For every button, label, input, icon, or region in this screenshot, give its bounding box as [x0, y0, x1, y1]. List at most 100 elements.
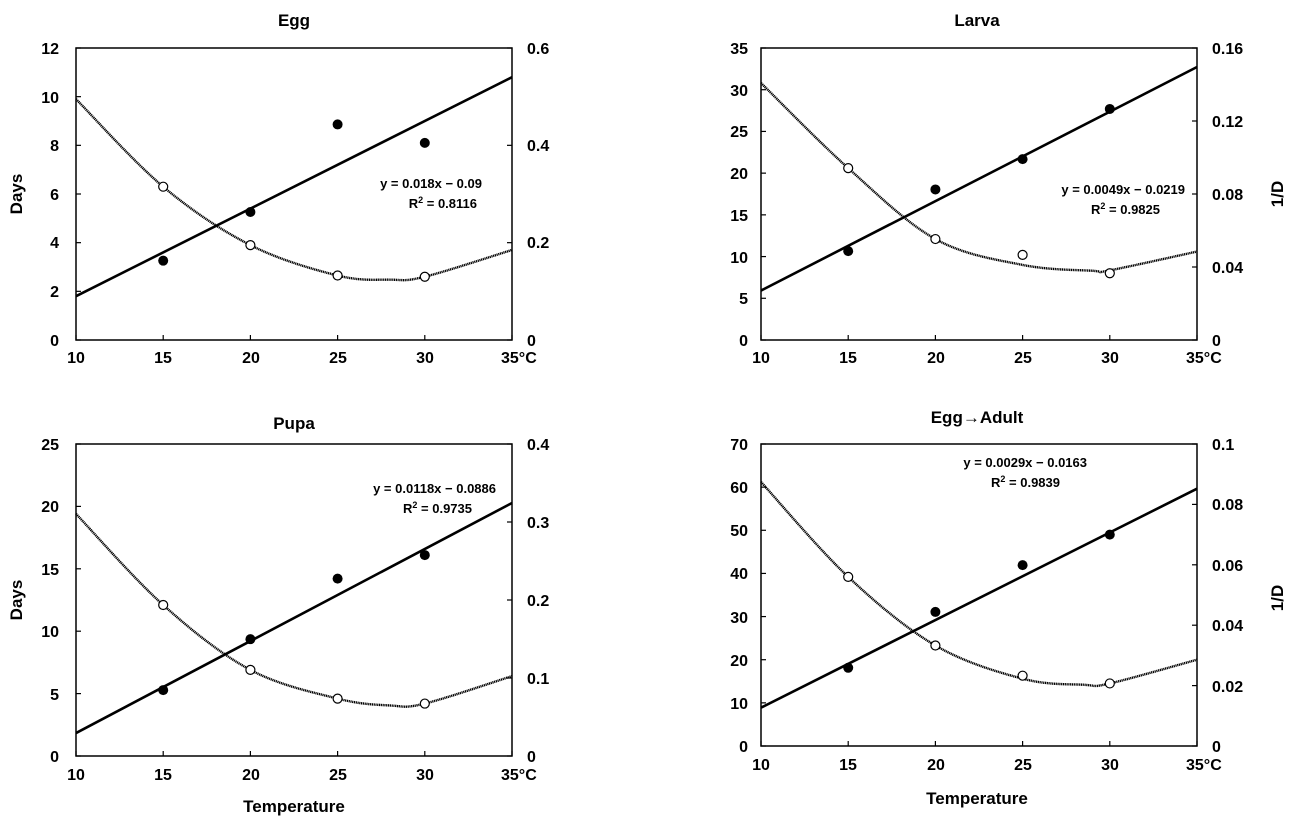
x-tick-label: 20 [927, 350, 945, 367]
x-axis-label: Temperature [926, 789, 1028, 808]
x-ticks: 10 15 20 25 30 35°C [752, 350, 1222, 367]
y-tick-label: 0 [739, 739, 748, 756]
y-axis-label: Days [7, 580, 26, 621]
y-tick-label: 4 [50, 235, 59, 252]
chart-marks [75, 47, 513, 341]
y2-tick-label: 0.4 [527, 138, 549, 155]
regression-line [75, 501, 513, 735]
y-tick-label: 15 [41, 562, 59, 579]
days-point [245, 664, 256, 675]
y2-tick-label: 0.3 [527, 515, 549, 532]
panel-pupa: Pupa 10 15 20 25 30 35°C 0 5 10 15 20 25… [7, 414, 549, 816]
y-ticks-left: 0 2 4 6 8 10 12 [41, 41, 59, 350]
rate-point [1017, 154, 1028, 165]
rate-point [843, 246, 854, 257]
y-tick-label: 50 [730, 523, 748, 540]
chart-title: Egg→Adult [931, 408, 1024, 427]
r-squared: R2 = 0.8116 [409, 195, 477, 211]
y-tick-label: 10 [730, 250, 748, 267]
x-tick-label: 35°C [501, 350, 537, 367]
y-tick-label: 70 [730, 437, 748, 454]
plot-area [75, 47, 513, 341]
r-squared: R2 = 0.9825 [1091, 201, 1160, 217]
regression-equation: y = 0.0049x − 0.0219 [1061, 182, 1185, 197]
panel-egg: Egg 10 15 20 25 30 35°C 0 2 4 6 8 10 12 … [7, 11, 549, 367]
chart-title: Egg [278, 11, 310, 30]
days-point [419, 698, 430, 709]
y2-tick-label: 0.2 [527, 593, 549, 610]
regression-line [75, 76, 513, 298]
y-tick-label: 12 [41, 41, 59, 58]
x-tick-label: 25 [329, 767, 347, 784]
rate-point [158, 255, 169, 266]
y2-tick-label: 0.2 [527, 235, 549, 252]
plot-area [760, 443, 1198, 747]
rate-point [332, 573, 343, 584]
y2-tick-label: 0 [1212, 333, 1221, 350]
rate-point [245, 207, 256, 218]
x-tick-label: 30 [416, 767, 434, 784]
regression-equation: y = 0.018x − 0.09 [380, 176, 482, 191]
x-tick-label: 10 [67, 767, 85, 784]
days-point [1104, 268, 1115, 279]
y-tick-label: 40 [730, 566, 748, 583]
x-tick-label: 35°C [1186, 350, 1222, 367]
regression-line [760, 487, 1198, 709]
x-tick-label: 25 [1014, 350, 1032, 367]
y-tick-label: 2 [50, 284, 59, 301]
chart-title: Pupa [273, 414, 315, 433]
y-tick-label: 0 [50, 333, 59, 350]
rate-point [419, 137, 430, 148]
y2-tick-label: 0.08 [1212, 497, 1243, 514]
y-tick-label: 8 [50, 138, 59, 155]
x-tick-label: 10 [752, 350, 770, 367]
days-curve [75, 513, 513, 708]
chart-marks [75, 443, 513, 757]
x-tick-label: 20 [927, 757, 945, 774]
regression-equation: y = 0.0029x − 0.0163 [963, 455, 1087, 470]
x-tick-label: 25 [329, 350, 347, 367]
y-ticks-right: 0 0.1 0.2 0.3 0.4 [527, 437, 549, 766]
days-point [843, 571, 854, 582]
y2-tick-label: 0 [527, 333, 536, 350]
y2-tick-label: 0.16 [1212, 41, 1243, 58]
regression-line [760, 65, 1198, 292]
x-tick-label: 30 [1101, 350, 1119, 367]
x-tick-label: 15 [839, 757, 857, 774]
days-point [158, 599, 169, 611]
x-tick-label: 20 [242, 767, 260, 784]
y-tick-label: 30 [730, 83, 748, 100]
y-tick-label: 15 [730, 208, 748, 225]
y2-tick-label: 0.1 [527, 671, 549, 688]
y2-tick-label: 0.04 [1212, 618, 1243, 635]
days-curve [760, 481, 1198, 688]
y-tick-label: 20 [730, 653, 748, 670]
y2-tick-label: 0.1 [1212, 437, 1234, 454]
y-tick-label: 10 [41, 90, 59, 107]
x-tick-label: 20 [242, 350, 260, 367]
days-point [245, 240, 256, 251]
days-point [332, 270, 343, 281]
y-tick-label: 0 [739, 333, 748, 350]
rate-point [419, 550, 430, 561]
x-tick-label: 30 [1101, 757, 1119, 774]
x-tick-label: 10 [752, 757, 770, 774]
y2-axis-label: 1/D [1268, 585, 1287, 611]
rate-point [158, 685, 169, 696]
x-axis-label: Temperature [243, 797, 345, 816]
x-tick-label: 30 [416, 350, 434, 367]
panel-larva: Larva 10 15 20 25 30 35°C 0 5 10 15 20 2… [730, 11, 1287, 367]
regression-equation: y = 0.0118x − 0.0886 [373, 481, 496, 496]
rate-point [930, 606, 941, 617]
r-squared: R2 = 0.9735 [403, 500, 472, 516]
rate-point [930, 184, 941, 195]
chart-marks [760, 47, 1198, 341]
y-tick-label: 30 [730, 610, 748, 627]
days-point [332, 693, 343, 704]
y2-tick-label: 0.02 [1212, 679, 1243, 696]
x-tick-label: 15 [839, 350, 857, 367]
y-axis-label: Days [7, 174, 26, 215]
days-point [158, 181, 169, 192]
x-tick-label: 15 [154, 767, 172, 784]
